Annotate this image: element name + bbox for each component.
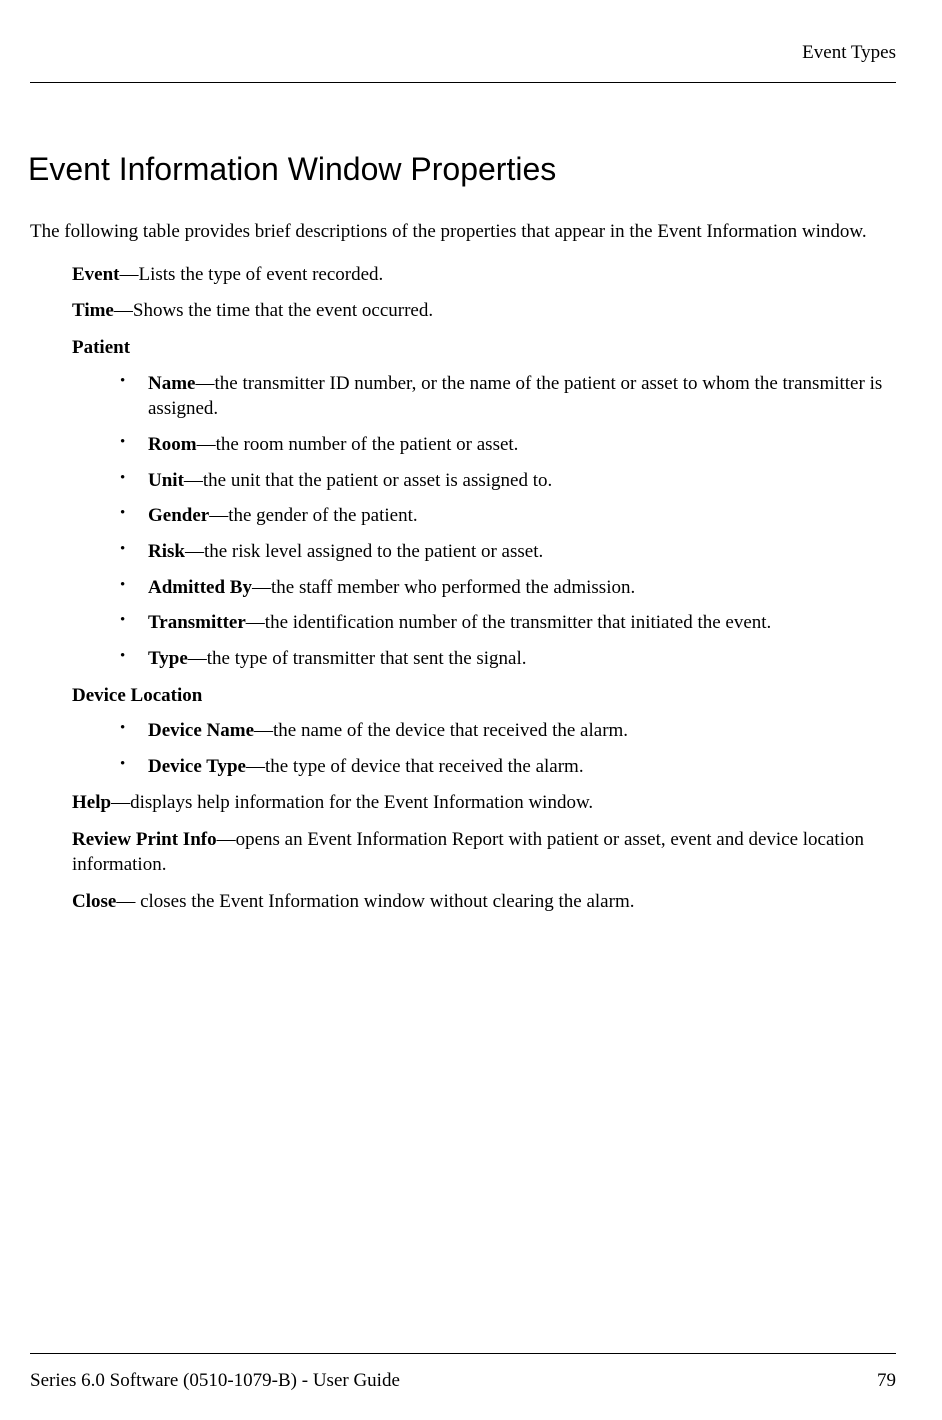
- page-header: Event Types: [30, 42, 896, 83]
- property-label: Device Location: [72, 685, 202, 706]
- property-label: Close: [72, 891, 116, 912]
- sub-bullet-item: Device Name—the name of the device that …: [114, 718, 886, 744]
- property-label: Help: [72, 792, 111, 813]
- sub-bullet-item: Risk—the risk level assigned to the pati…: [114, 539, 886, 565]
- property-desc: —Shows the time that the event occurred.: [114, 300, 433, 321]
- sub-bullet-item: Unit—the unit that the patient or asset …: [114, 468, 886, 494]
- property-item: Device Location Device Name—the name of …: [72, 684, 886, 780]
- footer-page-number: 79: [877, 1370, 896, 1392]
- sub-label: Transmitter: [148, 612, 246, 633]
- sub-label: Device Name: [148, 720, 254, 741]
- property-desc: — closes the Event Information window wi…: [116, 891, 634, 912]
- sub-label: Admitted By: [148, 577, 252, 598]
- sub-bullet-item: Admitted By—the staff member who perform…: [114, 575, 886, 601]
- sub-bullet-item: Room—the room number of the patient or a…: [114, 432, 886, 458]
- main-heading: Event Information Window Properties: [28, 151, 886, 188]
- sub-label: Unit: [148, 470, 184, 491]
- sub-label: Gender: [148, 505, 209, 526]
- sub-bullet-list: Device Name—the name of the device that …: [72, 718, 886, 779]
- sub-bullet-list: Name—the transmitter ID number, or the n…: [72, 371, 886, 672]
- property-item: Patient Name—the transmitter ID number, …: [72, 336, 886, 671]
- sub-desc: —the unit that the patient or asset is a…: [184, 470, 552, 491]
- page-content: Event Information Window Properties The …: [30, 151, 896, 1353]
- sub-desc: —the risk level assigned to the patient …: [185, 541, 543, 562]
- sub-bullet-item: Type—the type of transmitter that sent t…: [114, 646, 886, 672]
- property-item: Review Print Info—opens an Event Informa…: [72, 828, 886, 877]
- sub-desc: —the name of the device that received th…: [254, 720, 628, 741]
- property-item: Event—Lists the type of event recorded.: [72, 263, 886, 288]
- property-label: Time: [72, 300, 114, 321]
- sub-desc: —the identification number of the transm…: [246, 612, 772, 633]
- sub-label: Room: [148, 434, 197, 455]
- property-label: Event: [72, 264, 120, 285]
- property-item: Help—displays help information for the E…: [72, 791, 886, 816]
- intro-paragraph: The following table provides brief descr…: [30, 220, 886, 245]
- property-desc: —Lists the type of event recorded.: [120, 264, 384, 285]
- sub-bullet-item: Device Type—the type of device that rece…: [114, 754, 886, 780]
- sub-bullet-item: Transmitter—the identification number of…: [114, 610, 886, 636]
- sub-desc: —the type of transmitter that sent the s…: [188, 648, 527, 669]
- sub-desc: —the room number of the patient or asset…: [197, 434, 519, 455]
- page-footer: Series 6.0 Software (0510-1079-B) - User…: [30, 1353, 896, 1420]
- property-label: Patient: [72, 337, 130, 358]
- property-list: Event—Lists the type of event recorded. …: [30, 263, 886, 915]
- section-title: Event Types: [802, 42, 896, 63]
- sub-desc: —the staff member who performed the admi…: [252, 577, 635, 598]
- property-label: Review Print Info: [72, 829, 217, 850]
- property-desc: —displays help information for the Event…: [111, 792, 593, 813]
- property-item: Close— closes the Event Information wind…: [72, 890, 886, 915]
- sub-label: Risk: [148, 541, 185, 562]
- sub-label: Type: [148, 648, 188, 669]
- property-item: Time—Shows the time that the event occur…: [72, 299, 886, 324]
- footer-doc-title: Series 6.0 Software (0510-1079-B) - User…: [30, 1370, 400, 1392]
- sub-desc: —the gender of the patient.: [209, 505, 417, 526]
- sub-desc: —the type of device that received the al…: [246, 756, 584, 777]
- sub-bullet-item: Gender—the gender of the patient.: [114, 503, 886, 529]
- sub-label: Device Type: [148, 756, 246, 777]
- sub-label: Name: [148, 373, 195, 394]
- sub-bullet-item: Name—the transmitter ID number, or the n…: [114, 371, 886, 422]
- sub-desc: —the transmitter ID number, or the name …: [148, 373, 882, 420]
